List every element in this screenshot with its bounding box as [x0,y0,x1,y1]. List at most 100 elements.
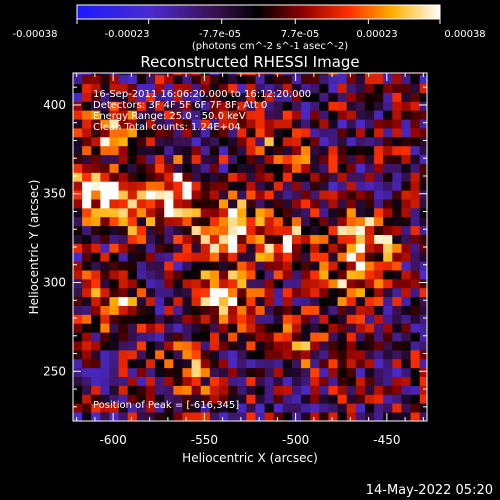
heatmap-cell [419,181,427,191]
heatmap-cell [273,225,284,235]
heatmap-cell [355,261,366,271]
heatmap-cell [328,412,338,421]
heatmap-cell [136,341,147,351]
heatmap-cell [410,394,421,404]
heatmap-cell [419,314,427,324]
heatmap-cell [374,385,384,395]
heatmap-cell [310,332,320,342]
heatmap-cell [291,136,302,147]
heatmap-cell [264,367,275,378]
heatmap-cell [127,119,138,129]
heatmap-cell [191,119,202,129]
heatmap-cell [173,278,183,289]
heatmap-cell [237,394,247,404]
heatmap-cell [173,101,183,111]
heatmap-cell [337,199,348,209]
heatmap-cell [383,74,393,85]
heatmap-cell [155,358,165,369]
heatmap-cell [355,101,366,111]
heatmap-cell [355,376,366,386]
heatmap-cell [136,128,147,138]
heatmap-cell [82,394,92,404]
heatmap-cell [310,92,320,102]
heatmap-cell [301,252,311,262]
heatmap-cell [401,367,411,378]
heatmap-cell [164,181,174,191]
heatmap-cell [337,83,348,93]
heatmap-cell [91,225,101,235]
heatmap-cell [82,145,92,156]
heatmap-cell [374,261,384,271]
heatmap-cell [200,385,211,395]
heatmap-cell [401,172,411,182]
heatmap-cell [73,332,83,342]
heatmap-cell [310,74,320,85]
heatmap-cell [109,314,120,324]
heatmap-cell [419,110,427,120]
heatmap-cell [209,145,220,156]
heatmap-cell [218,403,229,413]
heatmap-cell [364,403,375,413]
heatmap-cell [401,216,411,227]
heatmap-cell [173,216,183,227]
heatmap-cell [218,261,229,271]
heatmap-cell [337,367,348,378]
heatmap-cell [255,172,265,182]
heatmap-cell [319,252,329,262]
heatmap-cell [218,163,229,173]
heatmap-cell [337,305,348,315]
heatmap-cell [337,92,348,102]
heatmap-cell [364,101,375,111]
heatmap-cell [419,145,427,156]
heatmap-cell [246,376,256,386]
heatmap-cell [200,341,211,351]
heatmap-cell [246,243,256,253]
heatmap-cell [264,270,275,280]
heatmap-cell [374,323,384,333]
heatmap-cell [91,243,101,253]
heatmap-cell [337,323,348,333]
heatmap-cell [228,341,238,351]
heatmap-cell [73,73,83,76]
heatmap-cell [182,305,192,315]
heatmap-cell [237,296,247,306]
heatmap-cell [218,216,229,227]
heatmap-cell [346,74,357,85]
heatmap-cell [182,412,192,421]
heatmap-cell [419,216,427,227]
heatmap-cell [209,172,220,182]
heatmap-cell [355,110,366,120]
heatmap-cell [200,216,211,227]
heatmap-cell [73,145,83,156]
heatmap-cell [364,323,375,333]
heatmap-cell [301,305,311,315]
heatmap-cell [200,296,211,306]
heatmap-cell [383,83,393,93]
heatmap-cell [328,128,338,138]
heatmap-cell [228,252,238,262]
heatmap-cell [355,234,366,244]
heatmap-cell [109,74,120,85]
heatmap-cell [164,314,174,324]
heatmap-cell [155,367,165,378]
heatmap-cell [410,128,421,138]
heatmap-cell [282,270,293,280]
heatmap-cell [82,190,92,200]
heatmap-cell [419,278,427,289]
heatmap-cell [246,332,256,342]
heatmap-cell [374,349,384,360]
heatmap-cell [328,234,338,244]
heatmap-cell [282,332,293,342]
heatmap-cell [82,270,92,280]
heatmap-cell [273,296,284,306]
heatmap-cell [410,341,421,351]
heatmap-cell [264,376,275,386]
heatmap-cell [164,83,174,93]
heatmap-cell [109,305,120,315]
heatmap-cell [127,412,138,421]
heatmap-cell [255,190,265,200]
heatmap-cell [173,128,183,138]
heatmap-cell [255,83,265,93]
heatmap-cell [291,154,302,164]
heatmap-cell [200,252,211,262]
